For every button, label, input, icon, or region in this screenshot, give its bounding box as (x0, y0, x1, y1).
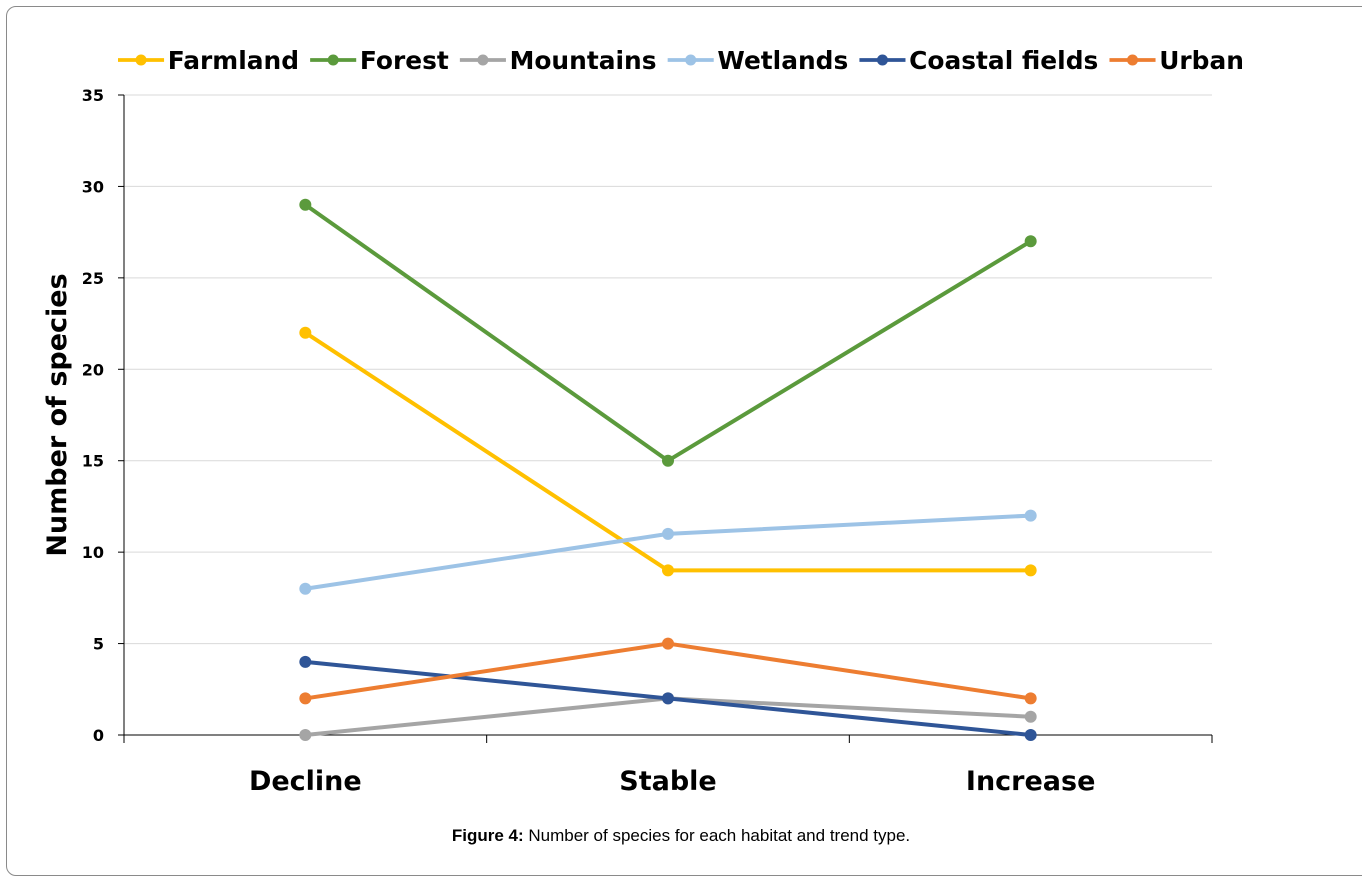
series-coastal-fields (299, 655, 1037, 741)
legend-label-urban: Urban (1159, 46, 1244, 75)
point-urban-decline (299, 692, 312, 705)
point-wetlands-stable (662, 527, 674, 540)
point-coastal-fields-stable (662, 692, 674, 705)
grid-lines (124, 94, 1212, 645)
legend-marker-forest (327, 54, 339, 66)
y-tick-0: 0 (93, 726, 104, 745)
series-forest (299, 198, 1037, 467)
x-tick-labels: Decline Stable Increase (249, 766, 1095, 797)
caption-lead: Figure 4: (451, 826, 524, 845)
y-tick-25: 25 (82, 269, 104, 288)
legend-item-urban: Urban (1109, 46, 1244, 75)
legend-marker-urban (1126, 54, 1139, 66)
y-tick-30: 30 (82, 177, 104, 196)
legend: Farmland Forest Mountains Wetlands Coastal f… (118, 46, 1244, 75)
legend-marker-mountains (477, 54, 489, 66)
legend-item-coastal-fields: Coastal fields (859, 46, 1098, 75)
y-tick-10: 10 (82, 543, 104, 562)
point-wetlands-increase (1024, 509, 1037, 522)
legend-label-mountains: Mountains (510, 46, 657, 75)
y-tick-5: 5 (93, 635, 104, 654)
caption-text: Number of species for each habitat and t… (523, 826, 911, 845)
series-urban (299, 637, 1037, 705)
x-tick-stable: Stable (619, 766, 716, 797)
y-tick-15: 15 (82, 452, 104, 471)
point-mountains-increase (1024, 710, 1037, 723)
legend-marker-coastal-fields (876, 54, 888, 66)
series-line-forest (304, 203, 1032, 463)
legend-item-wetlands: Wetlands (667, 46, 848, 75)
point-urban-increase (1024, 692, 1037, 705)
legend-marker-farmland (135, 54, 147, 66)
point-urban-stable (662, 637, 674, 650)
legend-item-mountains: Mountains (459, 46, 657, 75)
legend-label-coastal-fields: Coastal fields (909, 46, 1098, 75)
point-farmland-stable (662, 564, 674, 577)
legend-label-farmland: Farmland (168, 46, 299, 75)
legend-marker-wetlands (685, 54, 697, 66)
point-farmland-increase (1024, 564, 1037, 577)
point-wetlands-decline (299, 582, 312, 595)
point-forest-stable (662, 454, 674, 467)
legend-label-forest: Forest (360, 46, 449, 75)
x-tick-increase: Increase (966, 766, 1096, 797)
figure-caption: Figure 4: Number of species for each hab… (0, 826, 1362, 846)
y-tick-35: 35 (82, 86, 104, 105)
legend-item-farmland: Farmland (118, 46, 299, 75)
point-farmland-decline (299, 326, 312, 339)
point-forest-increase (1024, 235, 1037, 248)
legend-item-forest: Forest (310, 46, 449, 75)
chart: 0 5 10 15 20 25 30 35 Decline Stable Increase Far… (42, 46, 1244, 797)
y-tick-20: 20 (82, 360, 104, 379)
series-farmland (299, 326, 1037, 577)
legend-label-wetlands: Wetlands (717, 46, 848, 75)
point-coastal-fields-decline (299, 655, 312, 668)
series-lines (299, 198, 1037, 741)
point-coastal-fields-increase (1024, 729, 1037, 741)
series-wetlands (299, 509, 1037, 595)
point-mountains-decline (299, 729, 312, 741)
y-tick-labels: 0 5 10 15 20 25 30 35 (82, 86, 104, 745)
y-axis-label: Number of species (42, 273, 73, 556)
point-forest-decline (299, 198, 312, 211)
x-tick-decline: Decline (249, 766, 362, 797)
